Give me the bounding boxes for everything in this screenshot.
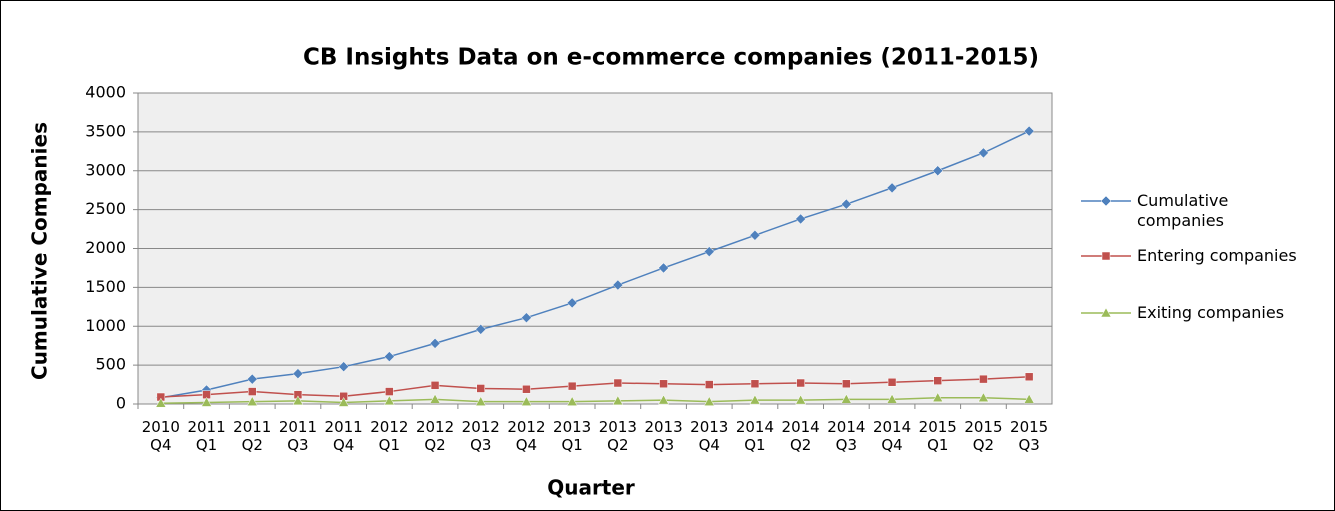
- marker: [886, 182, 898, 194]
- marker: [429, 338, 441, 349]
- x-tick-label: 2015 Q2: [964, 418, 1003, 454]
- marker: [248, 387, 257, 396]
- series-line: [160, 397, 1030, 404]
- marker: [795, 394, 807, 405]
- marker: [749, 394, 761, 405]
- y-tick-label: 3500: [85, 121, 126, 140]
- marker: [842, 379, 851, 389]
- chart-title: CB Insights Data on e-commerce companies…: [303, 45, 1039, 71]
- x-tick-label: 2011 Q2: [233, 418, 272, 454]
- marker: [840, 393, 852, 404]
- marker: [979, 374, 988, 384]
- marker: [475, 396, 487, 406]
- marker: [658, 394, 669, 405]
- marker: [703, 246, 715, 257]
- marker: [385, 387, 394, 396]
- marker: [612, 279, 624, 291]
- x-tick-label: 2014 Q4: [872, 418, 912, 454]
- marker: [932, 392, 944, 403]
- marker: [978, 392, 989, 403]
- marker: [750, 379, 760, 389]
- marker: [246, 396, 258, 406]
- marker: [1023, 125, 1035, 137]
- y-tick-label: 3000: [85, 160, 126, 179]
- y-tick-label: 1500: [85, 277, 126, 296]
- marker: [933, 376, 942, 385]
- marker: [338, 396, 350, 407]
- marker: [840, 198, 852, 210]
- x-tick-label: 2013 Q1: [553, 418, 592, 454]
- x-tick-label: 2014 Q3: [827, 418, 866, 454]
- marker: [155, 397, 167, 408]
- x-tick-label: 2010 Q4: [141, 418, 180, 454]
- marker: [705, 380, 714, 389]
- marker: [521, 312, 532, 324]
- legend-label: Exiting companies: [1137, 303, 1285, 322]
- marker: [1023, 393, 1035, 404]
- marker: [201, 396, 212, 407]
- marker: [567, 381, 577, 391]
- x-tick-label: 2015 Q3: [1010, 418, 1049, 454]
- marker: [1024, 372, 1034, 382]
- x-tick-label: 2014 Q2: [781, 418, 820, 454]
- marker: [1100, 307, 1112, 318]
- y-tick-label: 1000: [85, 316, 126, 335]
- x-tick-label: 2015 Q1: [918, 418, 957, 454]
- x-tick-label: 2012 Q2: [415, 418, 455, 454]
- y-axis-label: Cumulative Companies: [28, 122, 52, 380]
- marker: [566, 396, 578, 406]
- x-tick-label: 2012 Q4: [507, 418, 546, 454]
- marker: [886, 393, 898, 404]
- marker: [796, 378, 805, 388]
- marker: [292, 368, 304, 380]
- y-tick-label: 0: [116, 394, 126, 413]
- marker: [383, 395, 395, 406]
- marker: [887, 377, 897, 387]
- x-axis-label: Quarter: [547, 476, 635, 500]
- marker: [246, 373, 258, 385]
- marker: [659, 379, 668, 389]
- marker: [522, 384, 531, 394]
- y-tick-label: 500: [95, 355, 126, 374]
- legend-label: Cumulative companies: [1137, 191, 1229, 230]
- x-tick-label: 2011 Q4: [324, 418, 363, 454]
- marker: [521, 396, 532, 406]
- y-tick-label: 4000: [85, 83, 126, 102]
- marker: [476, 384, 485, 393]
- x-tick-label: 2011 Q3: [278, 418, 318, 454]
- marker: [613, 378, 623, 388]
- legend-label: Entering companies: [1137, 246, 1297, 265]
- marker: [475, 324, 487, 335]
- marker: [338, 361, 350, 373]
- y-tick-label: 2000: [85, 238, 126, 257]
- marker: [430, 381, 440, 390]
- x-tick-label: 2013 Q3: [644, 418, 683, 454]
- marker: [795, 213, 807, 225]
- marker: [566, 297, 578, 309]
- x-tick-label: 2012 Q3: [461, 418, 500, 454]
- marker: [703, 396, 715, 406]
- series-line: [160, 130, 1030, 399]
- marker: [658, 262, 669, 274]
- x-tick-label: 2011 Q1: [187, 418, 226, 454]
- marker: [749, 229, 761, 241]
- marker: [429, 393, 441, 404]
- y-tick-label: 2500: [85, 199, 126, 218]
- marker: [612, 395, 624, 406]
- marker: [292, 395, 304, 406]
- marker: [932, 165, 944, 177]
- series-line: [160, 376, 1030, 398]
- x-tick-label: 2012 Q1: [370, 418, 409, 454]
- marker: [383, 351, 395, 362]
- x-tick-label: 2013 Q4: [690, 418, 729, 454]
- marker: [978, 147, 989, 159]
- x-tick-label: 2013 Q2: [598, 418, 637, 454]
- marker: [1101, 251, 1111, 261]
- x-tick-label: 2014 Q1: [735, 418, 775, 454]
- marker: [1100, 195, 1112, 207]
